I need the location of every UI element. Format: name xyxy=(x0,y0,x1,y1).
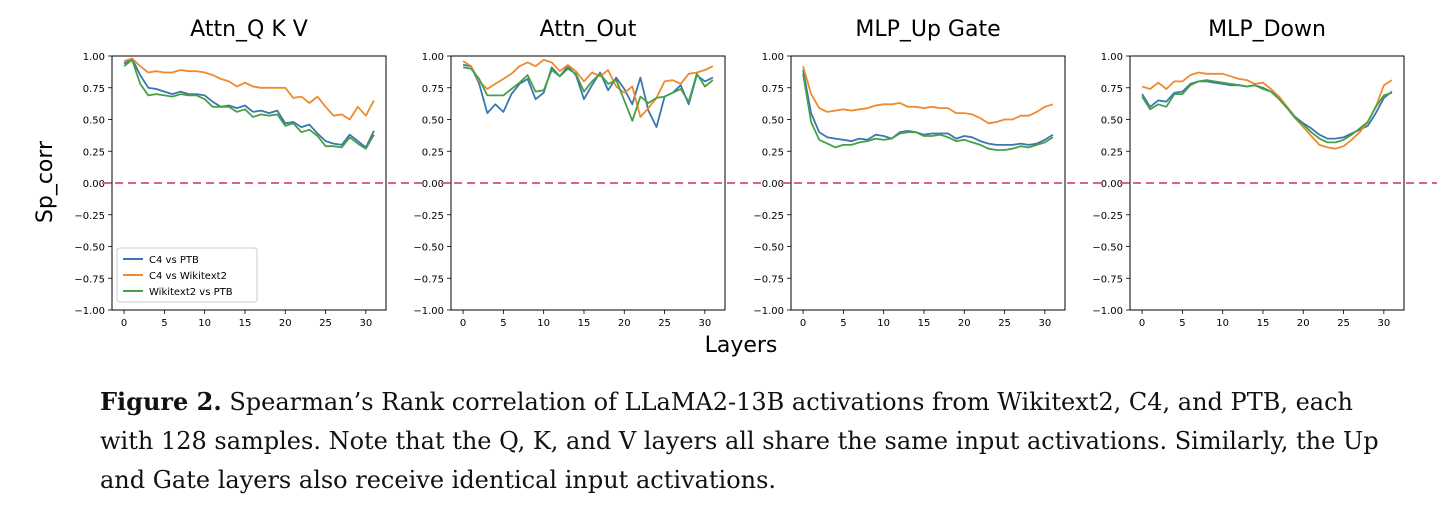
y-axis-label: Sp_corr xyxy=(33,140,58,223)
y-tick-label: 1.00 xyxy=(83,52,105,63)
x-tick-label: 25 xyxy=(319,318,332,329)
subplot-1: Attn_Q K V 1.00 0.75 0.50 0.25 0.00 −0.25 −0.50… xyxy=(74,17,422,329)
subplot-title: MLP_Down xyxy=(1208,17,1326,42)
y-tick-label: −0.50 xyxy=(1092,243,1123,254)
x-tick-label: 15 xyxy=(578,318,591,329)
y-tick-label: −1.00 xyxy=(753,306,784,317)
x-tick-label: 25 xyxy=(658,318,671,329)
legend-label: C4 vs Wikitext2 xyxy=(149,271,227,282)
y-tick-label: 0.50 xyxy=(762,116,784,127)
x-tick-label: 15 xyxy=(239,318,252,329)
x-tick-label: 30 xyxy=(1377,318,1390,329)
x-tick-label: 5 xyxy=(161,318,167,329)
series-line-c4-wiki xyxy=(462,58,714,118)
x-tick-label: 20 xyxy=(618,318,631,329)
y-tick-label: −0.25 xyxy=(1092,211,1123,222)
series-line-wiki-ptb xyxy=(123,58,375,150)
x-tick-label: 15 xyxy=(918,318,931,329)
caption-label: Figure 2. xyxy=(100,387,222,416)
subplot-4: MLP_Down 1.00 0.75 0.50 0.25 0.00 −0.25 −0.50 −0… xyxy=(1092,17,1437,329)
x-axis-label: Layers xyxy=(705,333,778,358)
subplot-panels: Attn_Q K V 1.00 0.75 0.50 0.25 0.00 −0.25 −0.50… xyxy=(74,17,1437,329)
x-tick-label: 5 xyxy=(500,318,506,329)
series-line-c4-ptb xyxy=(123,57,375,149)
series-line-c4-wiki xyxy=(802,65,1054,125)
spearman-correlation-figure: Sp_corr Layers Attn_Q K V 1.00 0.75 0.50 0.2… xyxy=(33,17,1437,358)
series-line-c4-ptb xyxy=(802,69,1054,146)
subplot-title: Attn_Out xyxy=(540,17,637,42)
x-tick-label: 0 xyxy=(1139,318,1145,329)
legend-label: C4 vs PTB xyxy=(149,255,199,266)
x-tick-label: 20 xyxy=(958,318,971,329)
y-tick-label: 0.75 xyxy=(422,84,444,95)
y-tick-label: 0.75 xyxy=(1101,84,1123,95)
y-tick-label: 0.50 xyxy=(422,116,444,127)
y-tick-label: 0.25 xyxy=(762,147,784,158)
x-tick-label: 30 xyxy=(359,318,372,329)
x-tick-label: 10 xyxy=(537,318,550,329)
plot-frame xyxy=(450,55,726,311)
x-tick-label: 0 xyxy=(800,318,806,329)
series-line-c4-wiki xyxy=(123,57,375,121)
y-tick-label: −0.75 xyxy=(74,274,105,285)
caption-text: Spearman’s Rank correlation of LLaMA2-13… xyxy=(100,388,1379,494)
x-tick-label: 0 xyxy=(460,318,466,329)
x-tick-label: 20 xyxy=(1297,318,1310,329)
plot-frame xyxy=(1129,55,1405,311)
series-line-wiki-ptb xyxy=(802,73,1054,151)
y-tick-label: −1.00 xyxy=(1092,306,1123,317)
y-tick-label: 0.75 xyxy=(83,84,105,95)
x-tick-label: 5 xyxy=(1179,318,1185,329)
plot-frame xyxy=(790,55,1066,311)
y-tick-label: −0.50 xyxy=(413,243,444,254)
legend-label: Wikitext2 vs PTB xyxy=(149,287,233,298)
subplot-title: Attn_Q K V xyxy=(190,17,308,42)
y-tick-label: 1.00 xyxy=(422,52,444,63)
y-tick-label: 0.75 xyxy=(762,84,784,95)
x-tick-label: 30 xyxy=(698,318,711,329)
y-tick-label: 0.00 xyxy=(762,179,784,190)
x-tick-label: 25 xyxy=(1337,318,1350,329)
y-tick-label: −0.50 xyxy=(753,243,784,254)
y-tick-label: −0.75 xyxy=(413,274,444,285)
y-tick-label: 0.25 xyxy=(83,147,105,158)
y-tick-label: 0.00 xyxy=(422,179,444,190)
y-tick-label: 1.00 xyxy=(1101,52,1123,63)
series-line-wiki-ptb xyxy=(462,66,714,122)
x-tick-label: 0 xyxy=(121,318,127,329)
series-line-c4-wiki xyxy=(1141,71,1393,150)
y-tick-label: −0.75 xyxy=(1092,274,1123,285)
x-tick-label: 20 xyxy=(279,318,292,329)
y-tick-label: −0.75 xyxy=(753,274,784,285)
y-tick-label: −0.25 xyxy=(413,211,444,222)
y-tick-label: −0.25 xyxy=(753,211,784,222)
subplot-2: Attn_Out 1.00 0.75 0.50 0.25 0.00 −0.25 −0.50 −0… xyxy=(413,17,761,329)
x-tick-label: 25 xyxy=(998,318,1011,329)
x-tick-label: 15 xyxy=(1257,318,1270,329)
y-tick-label: 0.00 xyxy=(1101,179,1123,190)
y-tick-label: 0.25 xyxy=(422,147,444,158)
y-tick-label: −0.50 xyxy=(74,243,105,254)
subplot-3: MLP_Up Gate 1.00 0.75 0.50 0.25 0.00 −0.25 −0.5… xyxy=(753,17,1101,329)
x-tick-label: 10 xyxy=(1216,318,1229,329)
x-tick-label: 5 xyxy=(840,318,846,329)
y-tick-label: 0.50 xyxy=(1101,116,1123,127)
plot-frame xyxy=(111,55,387,311)
legend-box xyxy=(116,247,258,303)
legend: C4 vs PTB C4 vs Wikitext2 Wikitext2 vs PTB xyxy=(116,247,258,303)
series-line-wiki-ptb xyxy=(1141,79,1393,144)
subplot-title: MLP_Up Gate xyxy=(855,17,1000,42)
y-tick-label: −1.00 xyxy=(74,306,105,317)
y-tick-label: −0.25 xyxy=(74,211,105,222)
x-tick-label: 10 xyxy=(198,318,211,329)
y-tick-label: −1.00 xyxy=(413,306,444,317)
figure-caption: Figure 2. Spearman’s Rank correlation of… xyxy=(100,382,1400,500)
y-tick-label: 1.00 xyxy=(762,52,784,63)
x-tick-label: 10 xyxy=(877,318,890,329)
x-tick-label: 30 xyxy=(1038,318,1051,329)
y-tick-label: 0.25 xyxy=(1101,147,1123,158)
y-tick-label: 0.50 xyxy=(83,116,105,127)
y-tick-label: 0.00 xyxy=(83,179,105,190)
